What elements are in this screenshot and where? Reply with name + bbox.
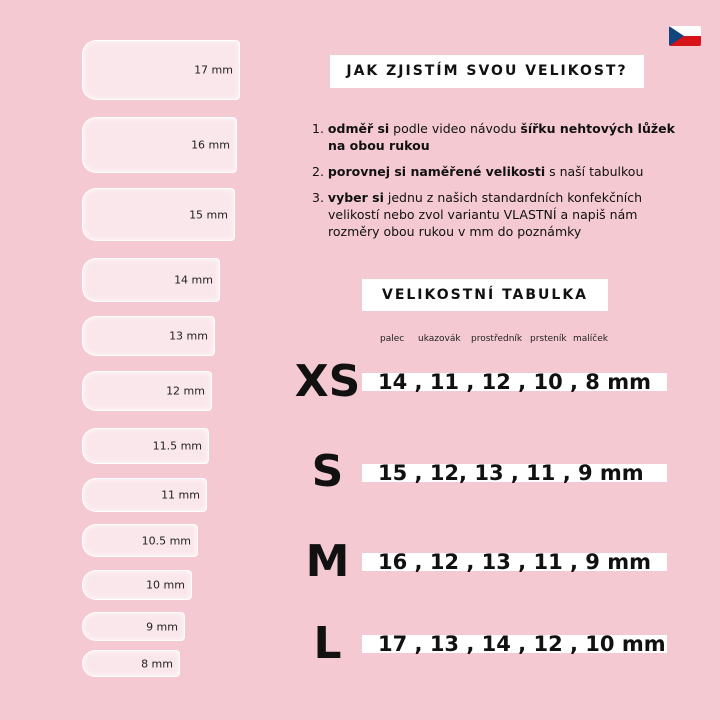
nail-tip-11: 11 mm bbox=[82, 478, 207, 512]
nail-size-label: 8 mm bbox=[141, 657, 173, 670]
header-prostrednik: prostředník bbox=[471, 334, 523, 344]
step-2: 2. porovnej si naměřené velikosti s naší… bbox=[312, 164, 644, 179]
nail-size-label: 17 mm bbox=[194, 63, 233, 77]
size-s: S bbox=[311, 446, 344, 497]
row-bar bbox=[362, 464, 667, 482]
values-m: 16 , 12 , 13 , 11 , 9 mm bbox=[378, 550, 651, 574]
values-s: 15 , 12, 13 , 11 , 9 mm bbox=[378, 461, 644, 485]
instructions-title: JAK ZJISTÍM SVOU VELIKOST? bbox=[330, 55, 644, 88]
nail-tip-13: 13 mm bbox=[82, 316, 215, 356]
nail-size-label: 10.5 mm bbox=[141, 534, 191, 547]
values-xs: 14 , 11 , 12 , 10 , 8 mm bbox=[378, 370, 651, 394]
header-palec: palec bbox=[380, 334, 405, 344]
header-prstenik: prsteník bbox=[530, 334, 567, 344]
nail-tip-8: 8 mm bbox=[82, 650, 180, 677]
nail-tip-9: 9 mm bbox=[82, 612, 185, 641]
values-l: 17 , 13 , 14 , 12 , 10 mm bbox=[378, 632, 666, 656]
size-xs: XS bbox=[294, 356, 361, 407]
step-3: 3. vyber si jednu z našich standardních … bbox=[312, 190, 643, 239]
size-table-title: VELIKOSTNÍ TABULKA bbox=[362, 279, 608, 311]
nail-tip-12: 12 mm bbox=[82, 371, 212, 411]
header-ukazovak: ukazovák bbox=[418, 334, 461, 344]
nail-size-label: 11 mm bbox=[161, 488, 200, 502]
nail-size-label: 14 mm bbox=[174, 273, 213, 287]
row-bar bbox=[362, 635, 667, 653]
size-l: L bbox=[313, 618, 342, 669]
nail-size-label: 15 mm bbox=[189, 208, 228, 221]
nail-size-label: 13 mm bbox=[169, 329, 208, 343]
nail-tip-10: 10 mm bbox=[82, 570, 192, 600]
header-malicek: malíček bbox=[573, 334, 608, 344]
size-m: M bbox=[305, 536, 350, 587]
nail-size-label: 10 mm bbox=[146, 578, 185, 592]
nail-tip-14: 14 mm bbox=[82, 258, 220, 302]
step-1: 1. odměř si podle video návodu šířku neh… bbox=[312, 121, 675, 153]
nail-size-label: 12 mm bbox=[166, 384, 205, 398]
nail-tip-10-5: 10.5 mm bbox=[82, 524, 198, 557]
row-bar bbox=[362, 553, 667, 571]
nail-tip-11-5: 11.5 mm bbox=[82, 428, 209, 464]
czech-flag-icon bbox=[669, 26, 701, 46]
instruction-steps: 1. odměř si podle video návodu šířku neh… bbox=[312, 120, 682, 249]
row-bar bbox=[362, 373, 667, 391]
nail-size-label: 11.5 mm bbox=[152, 439, 202, 453]
nail-tip-16: 16 mm bbox=[82, 117, 237, 173]
nail-size-label: 16 mm bbox=[191, 138, 230, 152]
nail-size-label: 9 mm bbox=[146, 620, 178, 633]
nail-tip-17: 17 mm bbox=[82, 40, 240, 100]
nail-tip-15: 15 mm bbox=[82, 188, 235, 241]
